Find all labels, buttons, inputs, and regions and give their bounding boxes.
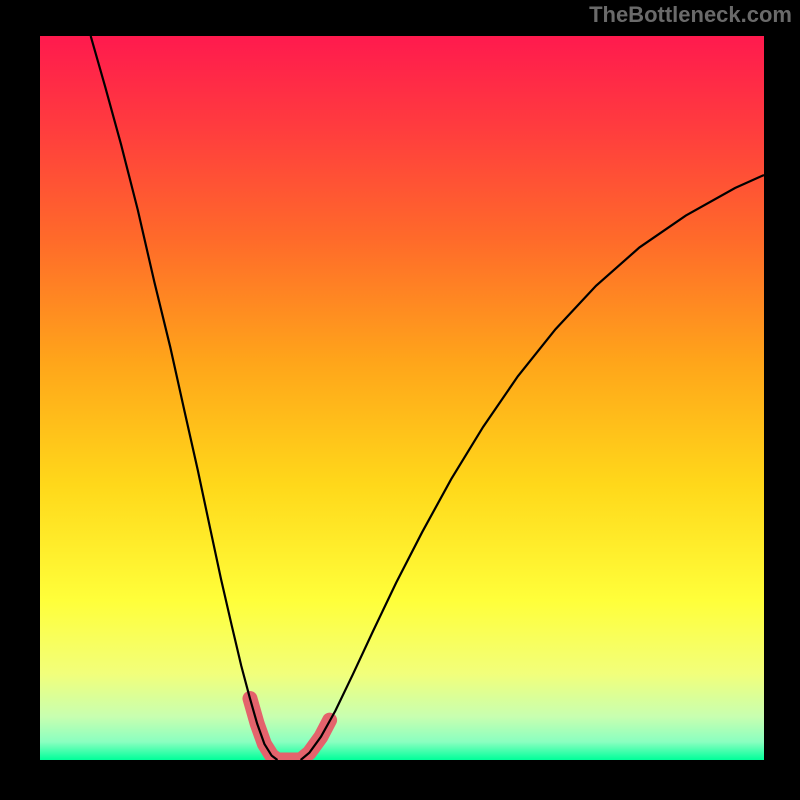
right-curve-path — [301, 175, 764, 760]
valley-marker-path — [250, 698, 330, 760]
watermark-text: TheBottleneck.com — [589, 2, 792, 28]
plot-area — [40, 36, 764, 760]
chart-container: TheBottleneck.com — [0, 0, 800, 800]
left-curve-path — [91, 36, 278, 760]
curve-overlay — [40, 36, 764, 760]
